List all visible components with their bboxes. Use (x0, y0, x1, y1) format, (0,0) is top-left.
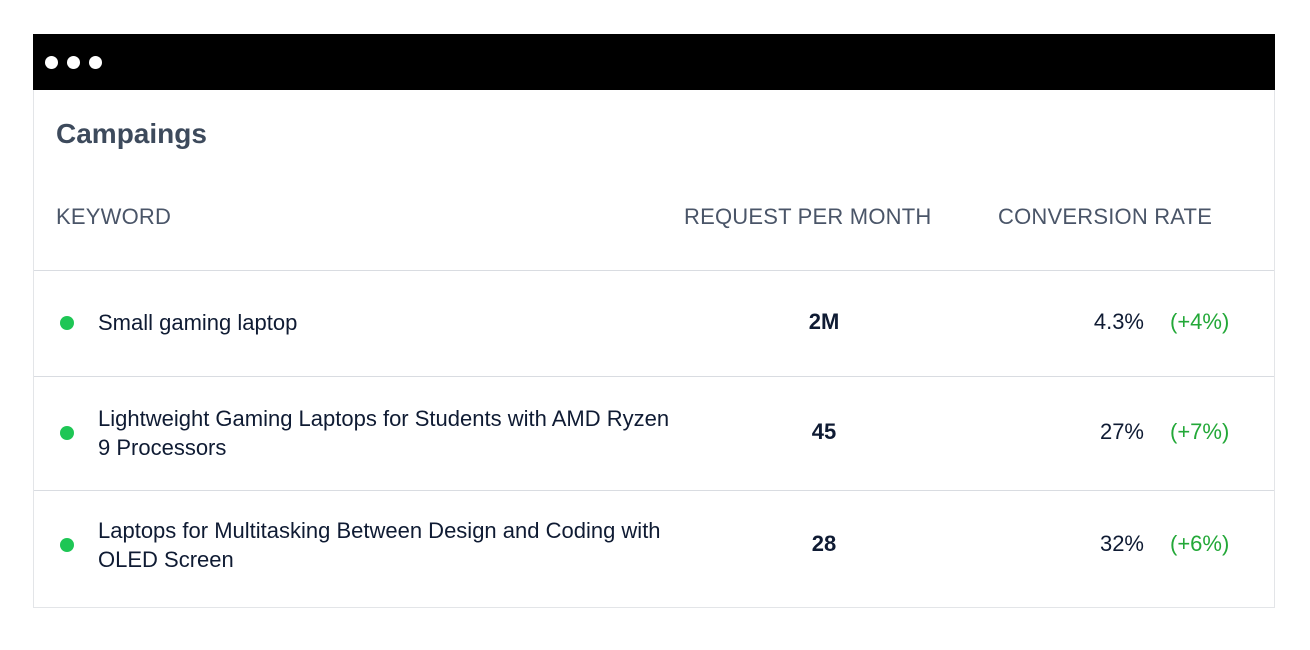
green-dot-icon (60, 316, 74, 330)
keyword-cell: Lightweight Gaming Laptops for Students … (98, 406, 670, 460)
card-title: Campaings (56, 118, 207, 149)
requests-cell: 45 (811, 419, 837, 444)
keyword-cell: Small gaming laptop (98, 310, 298, 335)
rate-delta-badge: (+7%) (1170, 419, 1230, 444)
green-dot-icon (60, 538, 74, 552)
rate-cell: 4.3% (1093, 309, 1144, 334)
table-row[interactable]: Laptops for Multitasking Between Design … (34, 490, 1274, 608)
requests-cell: 28 (811, 531, 837, 556)
green-dot-icon (60, 426, 74, 440)
keyword-cell: Laptops for Multitasking Between Design … (98, 518, 661, 572)
rate-delta-badge: (+4%) (1170, 309, 1230, 334)
rate-cell: 27% (1099, 419, 1144, 444)
table-row[interactable]: Lightweight Gaming Laptops for Students … (34, 376, 1274, 491)
requests-cell: 2M (808, 309, 840, 334)
window-control-dot-icon[interactable] (89, 56, 102, 69)
window-control-dot-icon[interactable] (45, 56, 58, 69)
campaigns-window: Campaings KEYWORD REQUEST PER MONTH CONV… (33, 34, 1275, 608)
column-header-keyword: KEYWORD (56, 204, 172, 229)
rate-delta-badge: (+6%) (1170, 531, 1230, 556)
rate-cell: 32% (1099, 531, 1144, 556)
window-titlebar (33, 34, 1275, 90)
window-control-dot-icon[interactable] (67, 56, 80, 69)
column-header-conversion: CONVERSION RATE (998, 204, 1213, 229)
table-row[interactable]: Small gaming laptop 2M 4.3% (+4%) (34, 270, 1274, 377)
column-header-requests: REQUEST PER MONTH (684, 204, 932, 229)
